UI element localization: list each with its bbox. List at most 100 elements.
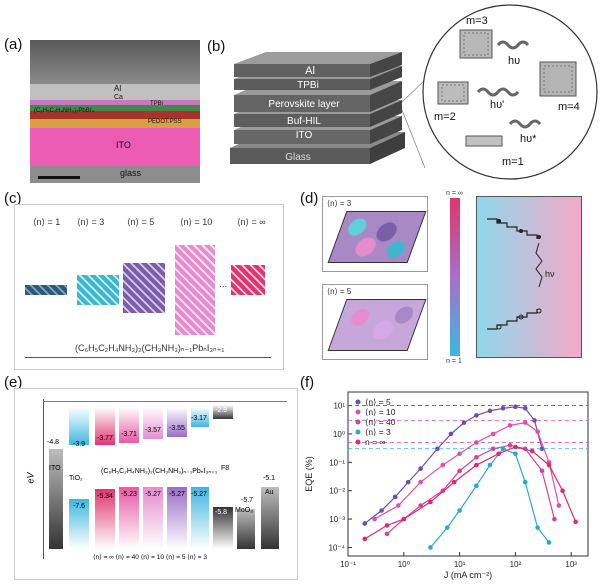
energy-funnel: hν <box>476 196 582 358</box>
nanocrystal-m2 <box>437 81 469 105</box>
funnel-hv: hν <box>545 269 555 279</box>
e-bottom-row: ⟨n⟩ = ∞ ⟨n⟩ = 40 ⟨n⟩ = 10 ⟨n⟩ = 5 ⟨n⟩ = … <box>93 554 208 561</box>
series-4-line <box>364 446 577 540</box>
series-3-point <box>428 545 433 550</box>
series-0-point <box>513 404 518 410</box>
plot-frame <box>347 391 589 557</box>
formula-c: (C₆H₅C₂H₄NH₃)₂(CH₃NH₃)ₙ₋₁PbₙI₃ₙ₊₁ <box>75 343 225 353</box>
series-1-line <box>374 421 560 520</box>
series-3-point <box>474 483 479 488</box>
series-1-point <box>396 503 401 508</box>
legend-marker-3 <box>355 429 361 435</box>
series-1-point <box>457 451 462 457</box>
e-pv5-bot: -5.27 <box>191 491 207 498</box>
inset-m1: m=1 <box>502 156 524 168</box>
series-0-point <box>487 408 493 414</box>
x-tick-label: 10⁰ <box>398 560 410 569</box>
y-tick-label: 10⁻⁴ <box>328 543 345 552</box>
series-0-point <box>474 413 479 418</box>
structure-n10 <box>175 245 215 335</box>
series-4-point <box>513 444 518 450</box>
series-0-point <box>418 466 423 471</box>
dots: ... <box>219 279 228 290</box>
stack-al: Al <box>305 65 315 77</box>
formula-arrow <box>25 357 271 358</box>
nanocrystal-m1 <box>465 135 503 147</box>
e-axis <box>43 399 44 559</box>
series-3-point <box>500 446 506 452</box>
legend-marker-4 <box>355 439 361 445</box>
series-3-point <box>535 525 540 530</box>
series-4-point <box>573 519 578 525</box>
bar-pv-1-bot <box>95 489 115 549</box>
series-2-point <box>539 468 545 474</box>
series-4-point <box>362 536 368 542</box>
e-pv3-bot: -5.27 <box>145 491 161 498</box>
e-pv2-top: -3.71 <box>121 431 137 438</box>
bar-pv-5-bot <box>191 487 209 549</box>
panel-label-f: (f) <box>300 374 315 391</box>
series-3-line <box>429 448 550 548</box>
n-label-10: ⟨n⟩ = 10 <box>180 217 213 227</box>
e-f8-name: F8 <box>221 465 230 472</box>
bar-f8-top <box>213 405 233 419</box>
series-1-point <box>440 462 446 468</box>
series-0-point <box>362 521 368 526</box>
bar-moo3 <box>237 509 255 549</box>
panel-label-e: (e) <box>4 374 23 391</box>
structure-ninf <box>231 265 265 295</box>
bar-pv-4-bot <box>167 487 187 549</box>
series-0-point <box>532 418 537 423</box>
e-pv4-top: -3.55 <box>169 425 185 432</box>
film-n3 <box>327 211 427 263</box>
series-2-point <box>474 455 479 460</box>
label-al: Al <box>114 84 122 93</box>
layer-ca <box>30 100 200 105</box>
series-0-point <box>392 494 398 500</box>
series-1-point <box>418 479 423 485</box>
stack-buf: Buf-HIL <box>287 116 321 127</box>
legend-label-4: n = ∞ <box>365 437 385 447</box>
series-0-point <box>461 420 467 425</box>
e-moo3-val: -5.7 <box>241 497 254 504</box>
series-0-point <box>448 431 454 437</box>
colorbar <box>450 198 460 356</box>
series-1-point <box>372 516 377 522</box>
series-2-point <box>507 442 513 448</box>
tem-image: Al Ca TPBi (C₆H₅C₂H₄NH₃)₂PbBr₄ PEDOT:PSS… <box>30 40 200 183</box>
inset-m3: m=3 <box>466 15 488 27</box>
inset-hv1: hυ <box>508 55 520 67</box>
legend-label-2: ⟨n⟩ = 40 <box>365 417 396 427</box>
bar-pv-4-top <box>167 407 187 437</box>
inset-hv3: hυ* <box>520 133 537 145</box>
inset-m4: m=4 <box>558 101 580 113</box>
series-1-point <box>522 420 528 425</box>
series-3-point <box>513 451 518 457</box>
device-stack: Al TPBi Perovskite layer Buf-HIL ITO Gla… <box>230 52 426 169</box>
layer-pedot <box>30 119 200 128</box>
n-label-inf: ⟨n⟩ = ∞ <box>237 217 266 227</box>
film-n5 <box>327 299 427 351</box>
series-0-point <box>522 405 528 411</box>
series-1-point <box>535 429 540 434</box>
bar-pv-1-top <box>95 407 115 445</box>
series-4-point <box>474 462 479 468</box>
e-tio2-top: -3.9 <box>73 441 86 448</box>
y-axis-label: EQE (%) <box>304 456 314 492</box>
series-0-point <box>405 479 411 485</box>
panel-label-a: (a) <box>4 36 23 53</box>
series-4-point <box>560 488 565 493</box>
label-perov: (C₆H₅C₂H₄NH₃)₂PbBr₄ <box>34 108 95 114</box>
nanocrystal-m4 <box>539 61 577 97</box>
n-label-1: ⟨n⟩ = 1 <box>33 217 61 227</box>
e-tio2-name: TiO₂ <box>69 475 83 482</box>
inset-m2: m=2 <box>434 111 456 123</box>
e-pv2-bot: -5.23 <box>121 491 137 498</box>
layer-glass <box>30 166 200 183</box>
bar-f8-bot <box>213 507 233 549</box>
series-2-point <box>552 516 557 522</box>
e-pv1-top: -3.77 <box>97 435 113 442</box>
layer-perov <box>30 111 200 119</box>
series-4-point <box>428 499 433 505</box>
stack-perov: Perovskite layer <box>268 99 340 110</box>
